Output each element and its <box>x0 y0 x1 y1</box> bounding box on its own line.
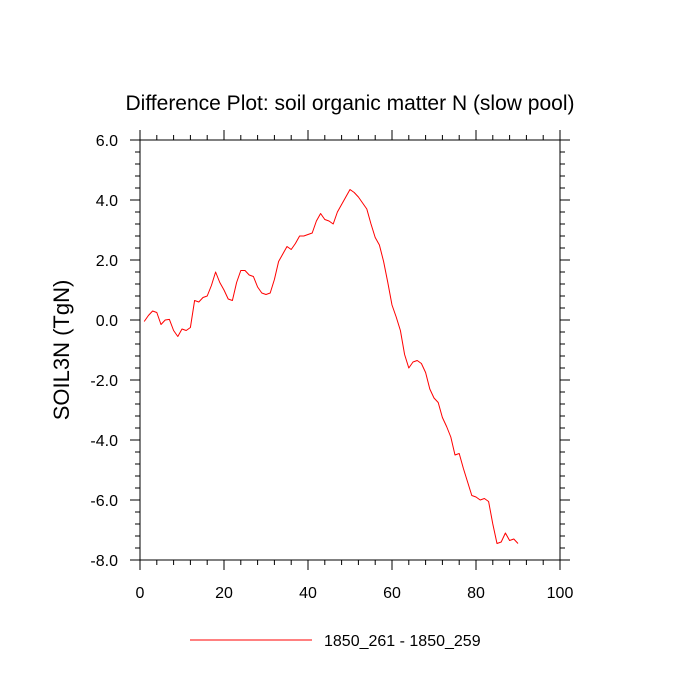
x-tick-label: 20 <box>215 585 233 602</box>
plot-frame <box>139 139 561 561</box>
y-axis-label: SOIL3N (TgN) <box>49 280 74 421</box>
plot-area: 0 20 40 60 80 100 -8.0 -6.0 -4.0 -2.0 0.0 2.0 4.0 6.… <box>90 130 573 602</box>
x-axis-tick-labels: 0 20 40 60 80 100 <box>136 585 574 602</box>
axis-ticks <box>130 130 570 570</box>
y-tick-label: -8.0 <box>90 553 118 570</box>
series-line-1850_261-minus-1850_259 <box>143 189 519 544</box>
y-tick-label: 4.0 <box>96 193 118 210</box>
y-tick-label: -2.0 <box>90 373 118 390</box>
legend-label: 1850_261 - 1850_259 <box>324 633 481 650</box>
x-tick-label: 80 <box>467 585 485 602</box>
y-tick-label: 0.0 <box>96 313 118 330</box>
chart-title: Difference Plot: soil organic matter N (… <box>126 92 575 115</box>
y-tick-label: -4.0 <box>90 433 118 450</box>
x-tick-label: 40 <box>299 585 317 602</box>
x-tick-label: 60 <box>383 585 401 602</box>
legend: 1850_261 - 1850_259 <box>190 633 481 650</box>
y-tick-label: 6.0 <box>96 133 118 150</box>
y-tick-label: -6.0 <box>90 493 118 510</box>
x-tick-label: 100 <box>547 585 574 602</box>
y-tick-label: 2.0 <box>96 253 118 270</box>
x-tick-label: 0 <box>136 585 145 602</box>
y-axis-tick-labels: -8.0 -6.0 -4.0 -2.0 0.0 2.0 4.0 6.0 <box>90 133 118 570</box>
